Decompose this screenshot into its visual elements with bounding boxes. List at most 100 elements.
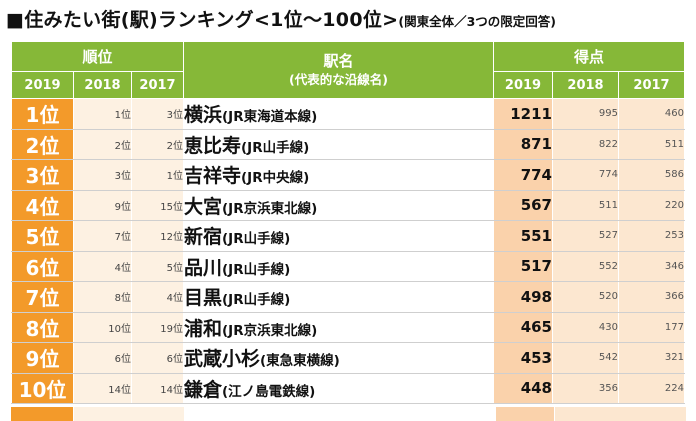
rank-2017: 19位 xyxy=(131,311,184,343)
rank-2018: 1位 xyxy=(73,98,132,130)
points-2019: 1211 xyxy=(493,98,553,130)
table-row: 5位 7位 12位 新宿(JR山手線) 551 527 253 xyxy=(11,220,685,252)
station-line: (JR中央線) xyxy=(241,170,310,187)
rank-2017: 3位 xyxy=(131,98,184,130)
rank-2018: 14位 xyxy=(73,372,132,404)
station-header: 駅名 (代表的な沿線名) xyxy=(183,41,494,99)
station-cell: 横浜(JR東海道本線) xyxy=(183,98,494,130)
table-row: 4位 9位 15位 大宮(JR京浜東北線) 567 511 220 xyxy=(11,189,685,221)
table-row: 9位 6位 6位 武蔵小杉(東急東横線) 453 542 321 xyxy=(11,342,685,374)
rank-2018: 9位 xyxy=(73,189,132,221)
rank-2018: 7位 xyxy=(73,220,132,252)
next-row-partial xyxy=(11,407,686,421)
title-subtitle: (関東全体／3つの限定回答) xyxy=(398,14,556,29)
points-2017: 366 xyxy=(618,281,685,313)
points-2019: 871 xyxy=(493,128,553,160)
station-header-label: 駅名 xyxy=(323,52,354,70)
station-line: (JR山手線) xyxy=(222,231,291,248)
rank-2018: 4位 xyxy=(73,250,132,282)
points-2018: 430 xyxy=(552,311,619,343)
rank-2017: 14位 xyxy=(131,372,184,404)
station-cell: 武蔵小杉(東急東横線) xyxy=(183,342,494,374)
points-2018: 552 xyxy=(552,250,619,282)
station-cell: 新宿(JR山手線) xyxy=(183,220,494,252)
points-2018: 542 xyxy=(552,342,619,374)
table-row: 6位 4位 5位 品川(JR山手線) 517 552 346 xyxy=(11,250,685,282)
station-cell: 品川(JR山手線) xyxy=(183,250,494,282)
station-name: 恵比寿 xyxy=(184,134,242,157)
rank-2018: 6位 xyxy=(73,342,132,374)
station-name: 新宿 xyxy=(184,226,223,249)
station-name: 横浜 xyxy=(184,104,223,127)
rank-2019: 7位 xyxy=(11,281,74,313)
table-row: 10位 14位 14位 鎌倉(江ノ島電鉄線) 448 356 224 xyxy=(11,372,685,404)
station-line: (JR山手線) xyxy=(222,261,291,278)
points-year-2018: 2018 xyxy=(552,71,619,99)
rank-2017: 12位 xyxy=(131,220,184,252)
rank-2018: 10位 xyxy=(73,311,132,343)
points-2017: 253 xyxy=(618,220,685,252)
points-2018: 995 xyxy=(552,98,619,130)
rank-2017: 2位 xyxy=(131,128,184,160)
rank-header: 順位 xyxy=(11,41,184,72)
rank-2018: 8位 xyxy=(73,281,132,313)
station-name: 目黒 xyxy=(184,287,223,310)
points-2019: 448 xyxy=(493,372,553,404)
table-row: 2位 2位 2位 恵比寿(JR山手線) 871 822 511 xyxy=(11,128,685,160)
points-2019: 567 xyxy=(493,189,553,221)
station-name: 浦和 xyxy=(184,317,223,340)
station-cell: 吉祥寺(JR中央線) xyxy=(183,159,494,191)
station-line: (東急東横線) xyxy=(260,353,340,370)
rank-year-2019: 2019 xyxy=(11,71,74,99)
station-cell: 目黒(JR山手線) xyxy=(183,281,494,313)
points-2017: 177 xyxy=(618,311,685,343)
rank-year-2018: 2018 xyxy=(73,71,132,99)
rank-2018: 2位 xyxy=(73,128,132,160)
points-2017: 586 xyxy=(618,159,685,191)
points-2019: 453 xyxy=(493,342,553,374)
page-title: ■住みたい街(駅)ランキング<1位～100位>(関東全体／3つの限定回答) xyxy=(6,6,556,34)
points-2017: 321 xyxy=(618,342,685,374)
rank-2017: 4位 xyxy=(131,281,184,313)
points-year-2017: 2017 xyxy=(618,71,685,99)
station-name: 品川 xyxy=(184,256,223,279)
points-2018: 527 xyxy=(552,220,619,252)
rank-2018: 3位 xyxy=(73,159,132,191)
rank-2019: 5位 xyxy=(11,220,74,252)
station-name: 武蔵小杉 xyxy=(184,348,261,371)
points-2018: 356 xyxy=(552,372,619,404)
points-2018: 822 xyxy=(552,128,619,160)
station-line: (江ノ島電鉄線) xyxy=(222,383,316,400)
points-2017: 346 xyxy=(618,250,685,282)
rank-2019: 3位 xyxy=(11,159,74,191)
rank-2017: 15位 xyxy=(131,189,184,221)
rank-2019: 6位 xyxy=(11,250,74,282)
rank-2019: 4位 xyxy=(11,189,74,221)
station-line: (JR東海道本線) xyxy=(222,109,318,126)
rank-2019: 1位 xyxy=(11,98,74,130)
points-2019: 498 xyxy=(493,281,553,313)
points-2019: 774 xyxy=(493,159,553,191)
points-2017: 511 xyxy=(618,128,685,160)
station-cell: 鎌倉(江ノ島電鉄線) xyxy=(183,372,494,404)
title-main: ■住みたい街(駅)ランキング<1位～100位> xyxy=(6,9,399,31)
points-header: 得点 xyxy=(493,41,685,72)
station-name: 鎌倉 xyxy=(184,378,223,401)
ranking-table: 順位 駅名 (代表的な沿線名) 得点 2019 2018 2017 2019 2… xyxy=(11,41,685,404)
rank-2019: 8位 xyxy=(11,311,74,343)
table-row: 8位 10位 19位 浦和(JR京浜東北線) 465 430 177 xyxy=(11,311,685,343)
points-2017: 220 xyxy=(618,189,685,221)
station-line: (JR京浜東北線) xyxy=(222,200,318,217)
table-row: 1位 1位 3位 横浜(JR東海道本線) 1211 995 460 xyxy=(11,98,685,130)
rank-2017: 6位 xyxy=(131,342,184,374)
station-name: 大宮 xyxy=(184,195,223,218)
station-name: 吉祥寺 xyxy=(184,165,242,188)
rank-2019: 2位 xyxy=(11,128,74,160)
points-2017: 460 xyxy=(618,98,685,130)
points-2018: 511 xyxy=(552,189,619,221)
points-2019: 551 xyxy=(493,220,553,252)
station-line: (JR京浜東北線) xyxy=(222,322,318,339)
rank-2019: 10位 xyxy=(11,372,74,404)
points-2018: 774 xyxy=(552,159,619,191)
table-row: 3位 3位 1位 吉祥寺(JR中央線) 774 774 586 xyxy=(11,159,685,191)
